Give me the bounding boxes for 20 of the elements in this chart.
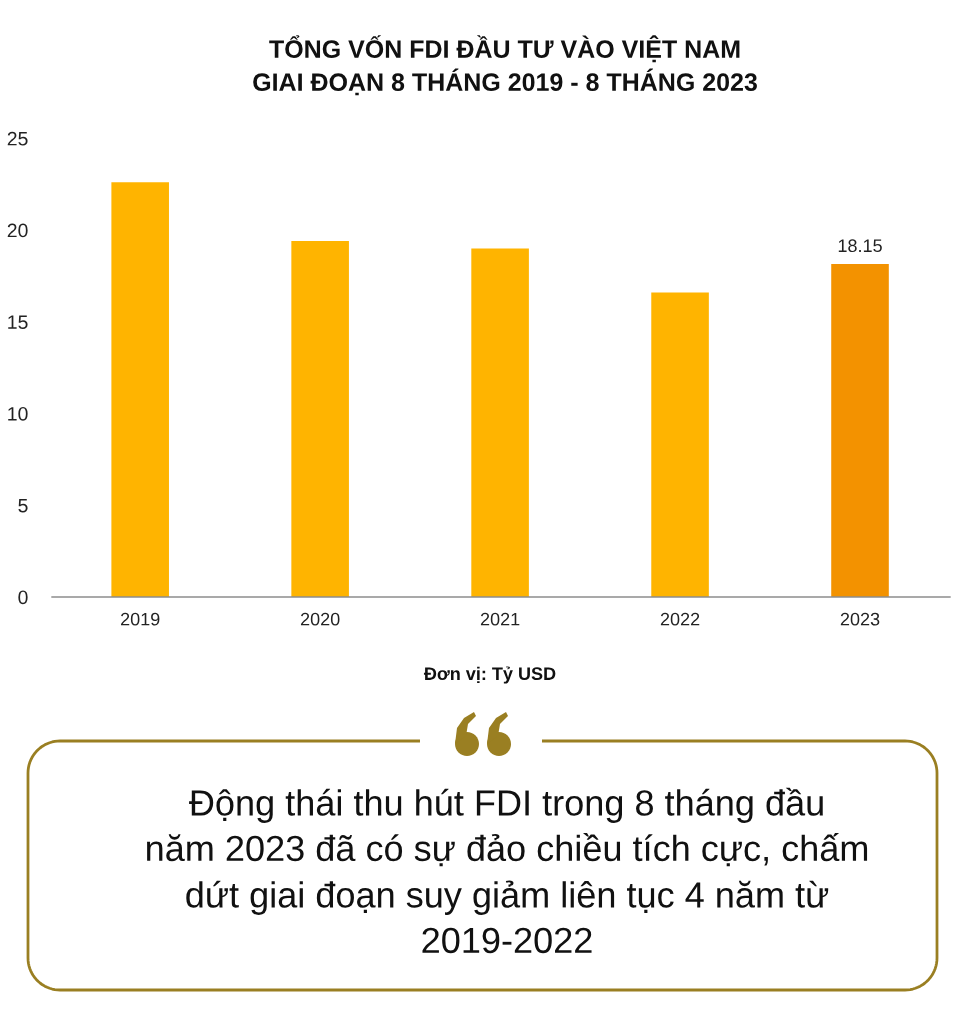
y-tick-label: 20 — [7, 223, 28, 238]
y-tick-label: 15 — [8, 315, 28, 330]
y-tick-label: 0 — [18, 590, 28, 605]
bar — [111, 182, 169, 597]
text: Đơn vị: Tỷ USD — [423, 666, 556, 684]
chart-title: TỔNG VỐN FDI ĐẦU TƯ VÀO VIỆT NAM GIAI ĐOẠN 8 THÁNG 2019 - 8 THÁNG 2023 — [253, 35, 757, 96]
bar — [471, 248, 529, 597]
bar — [651, 292, 709, 597]
x-tick-label: 2020 — [300, 612, 340, 626]
text: Động thái thu hút FDI trong 8 tháng đầu năm 2023 đã có sự đảo chiều tích cực, chấm dứt giai đoạn suy giảm liên tục 4 năm từ 2019-2022 — [147, 787, 868, 954]
x-tick-label: 2022 — [660, 612, 700, 626]
x-tick-label: 2023 — [840, 612, 880, 626]
y-tick-label: 10 — [8, 406, 28, 421]
data-label: 18.15 — [838, 239, 882, 253]
x-tick-label: 2019 — [121, 612, 160, 626]
x-tick-label: 2021 — [480, 612, 520, 626]
bar — [831, 263, 889, 597]
y-tick-label: 25 — [7, 131, 28, 146]
y-tick-label: 5 — [18, 498, 28, 513]
bar — [291, 241, 349, 597]
